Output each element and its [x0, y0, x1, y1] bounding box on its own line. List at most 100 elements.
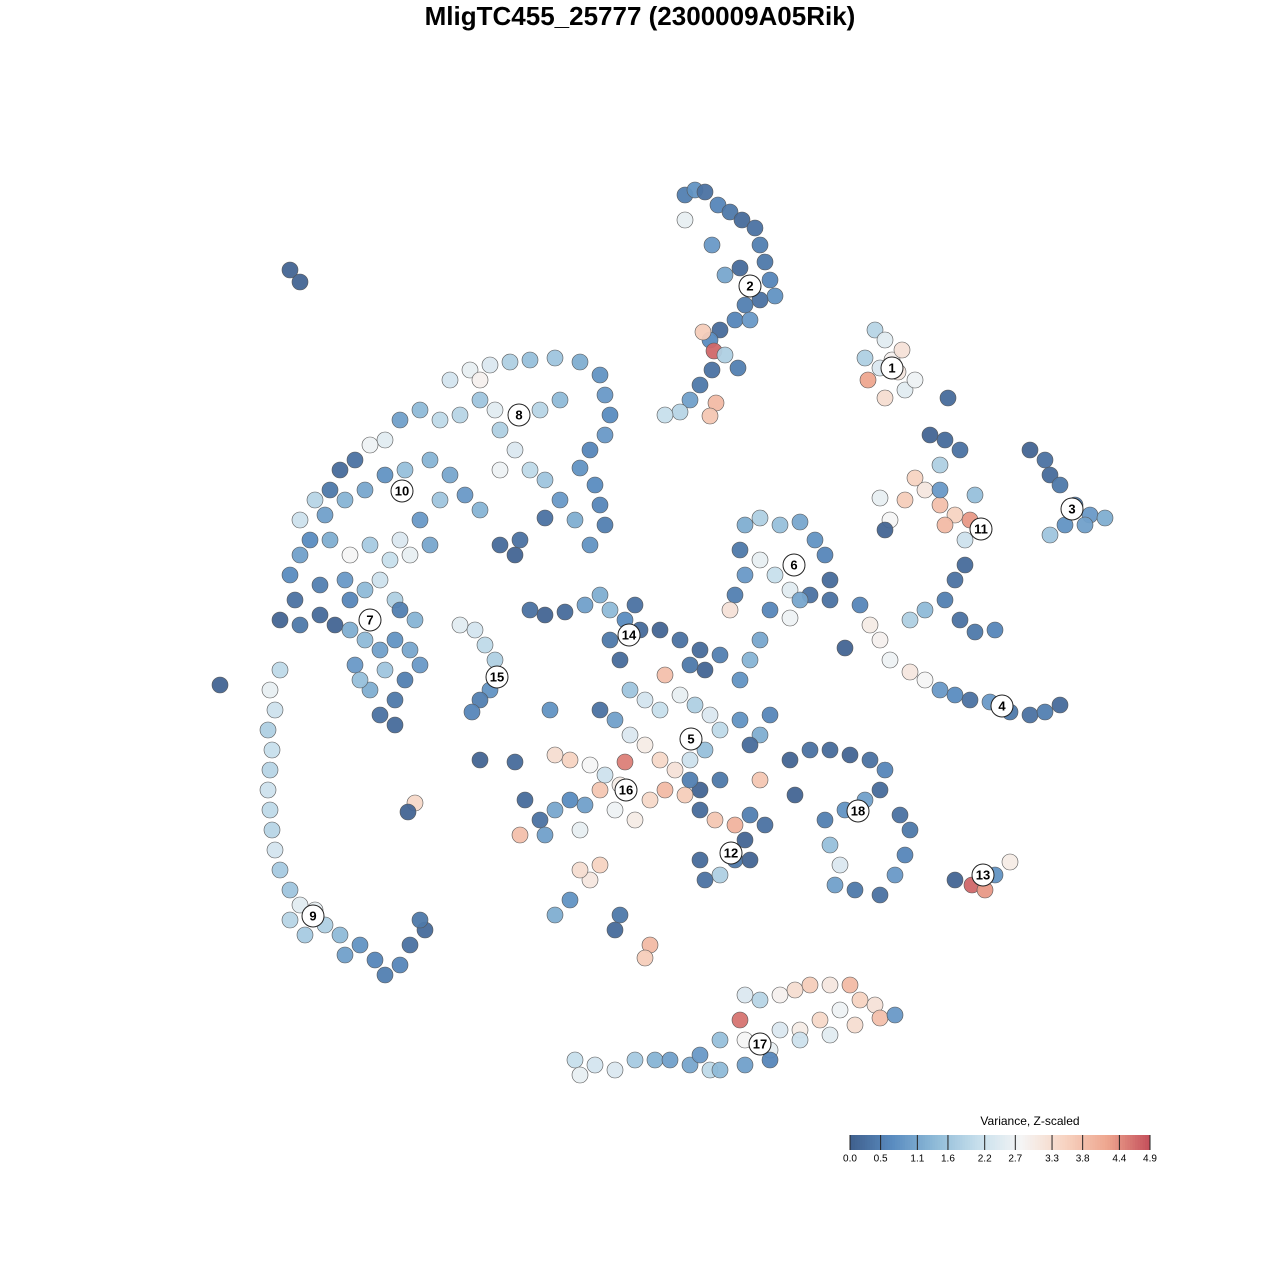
point — [576, 796, 594, 814]
colorbar-segment — [1065, 1135, 1068, 1150]
point — [441, 466, 459, 484]
point — [916, 671, 934, 689]
point — [346, 656, 364, 674]
colorbar-segment — [1032, 1135, 1036, 1150]
point — [491, 461, 509, 479]
point — [821, 591, 839, 609]
colorbar-tick-label: 3.8 — [1076, 1154, 1090, 1165]
cluster-label: 14 — [622, 627, 637, 642]
point — [881, 651, 899, 669]
cluster-label: 2 — [746, 278, 753, 293]
point — [431, 491, 449, 509]
colorbar-segment — [862, 1135, 866, 1150]
colorbar-segment — [907, 1135, 911, 1150]
colorbar-segment — [957, 1135, 961, 1150]
point — [751, 631, 769, 649]
point — [281, 566, 299, 584]
point — [876, 521, 894, 539]
point — [691, 851, 709, 869]
colorbar-tick-label: 3.3 — [1045, 1154, 1059, 1165]
point — [301, 531, 319, 549]
point — [571, 861, 589, 879]
cluster-label: 10 — [395, 483, 409, 498]
point — [361, 436, 379, 454]
point — [386, 716, 404, 734]
point — [876, 761, 894, 779]
point — [316, 506, 334, 524]
point — [396, 671, 414, 689]
point — [551, 391, 569, 409]
point — [601, 631, 619, 649]
point — [901, 611, 919, 629]
colorbar-segment — [1057, 1135, 1061, 1150]
point — [356, 581, 374, 599]
colorbar-segment — [912, 1135, 916, 1150]
cluster-badge — [1060, 497, 1084, 521]
colorbar-segment — [1002, 1135, 1006, 1150]
colorbar-segment — [962, 1135, 966, 1150]
colorbar-segment — [982, 1135, 986, 1150]
colorbar-segment — [880, 1135, 883, 1150]
point — [536, 509, 554, 527]
point — [391, 956, 409, 974]
point — [371, 641, 389, 659]
point — [816, 811, 834, 829]
point — [936, 516, 954, 534]
colorbar-segment — [890, 1135, 893, 1150]
point — [861, 751, 879, 769]
cluster-label: 9 — [309, 908, 316, 923]
point — [761, 1051, 779, 1069]
point — [626, 811, 644, 829]
point — [351, 671, 369, 689]
point — [399, 803, 417, 821]
cluster-badge — [880, 356, 904, 380]
point — [741, 651, 759, 669]
cluster-label: 16 — [619, 782, 633, 797]
point — [386, 691, 404, 709]
point — [731, 541, 749, 559]
point — [591, 366, 609, 384]
point — [731, 671, 749, 689]
point — [791, 1031, 809, 1049]
colorbar-segment — [945, 1135, 948, 1150]
point — [381, 551, 399, 569]
point — [616, 753, 634, 771]
point — [376, 431, 394, 449]
cluster-badge — [748, 1032, 772, 1056]
colorbar-segment — [1080, 1135, 1083, 1150]
point — [556, 603, 574, 621]
point — [703, 361, 721, 379]
point — [591, 496, 609, 514]
cluster-label: 18 — [851, 803, 865, 818]
point — [741, 311, 759, 329]
point — [581, 756, 599, 774]
point — [681, 656, 699, 674]
point — [506, 441, 524, 459]
point — [651, 751, 669, 769]
colorbar-tick-label: 1.1 — [910, 1154, 924, 1165]
cluster-label: 4 — [998, 698, 1006, 713]
colorbar-segment — [1137, 1135, 1141, 1150]
point — [261, 761, 279, 779]
point — [716, 346, 734, 364]
colorbar-segment — [902, 1135, 906, 1150]
point — [366, 951, 384, 969]
colorbar-segment — [1052, 1135, 1056, 1150]
point — [511, 826, 529, 844]
point — [291, 546, 309, 564]
point — [766, 566, 784, 584]
chart-title: MligTC455_25777 (2300009A05Rik) — [425, 1, 856, 31]
point — [896, 381, 914, 399]
point — [676, 786, 694, 804]
colorbar-segment — [1045, 1135, 1048, 1150]
point — [1036, 451, 1054, 469]
point — [521, 601, 539, 619]
point — [871, 781, 889, 799]
point — [711, 1061, 729, 1079]
point — [596, 516, 614, 534]
point — [886, 866, 904, 884]
point — [751, 509, 769, 527]
point — [1051, 476, 1069, 494]
colorbar-segment — [1132, 1135, 1136, 1150]
point — [676, 211, 694, 229]
